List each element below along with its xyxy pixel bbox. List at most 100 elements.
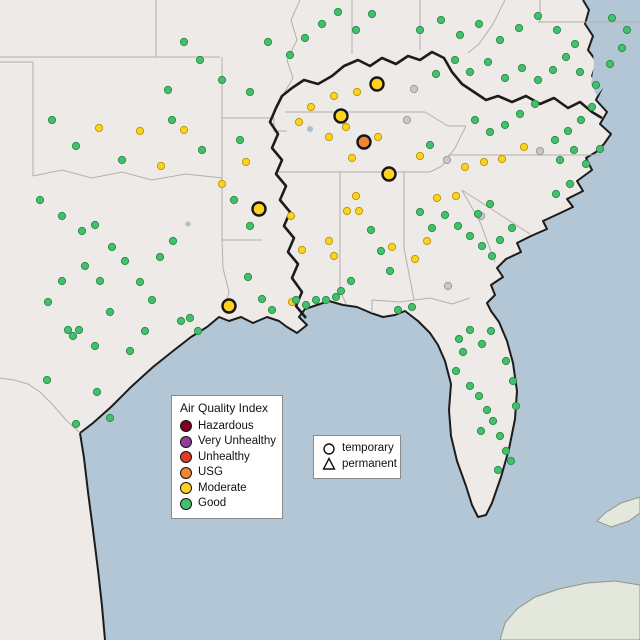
station-marker-good[interactable] (92, 387, 102, 397)
station-marker-moderate[interactable] (347, 153, 357, 163)
station-marker-good[interactable] (107, 242, 117, 252)
station-marker-good[interactable] (90, 341, 100, 351)
station-marker-good[interactable] (470, 115, 480, 125)
station-marker-good[interactable] (407, 302, 417, 312)
station-marker-no-data[interactable] (442, 155, 452, 165)
station-marker-good[interactable] (485, 127, 495, 137)
station-marker-good[interactable] (511, 401, 521, 411)
station-marker-moderate[interactable] (156, 161, 166, 171)
station-marker-moderate[interactable] (179, 125, 189, 135)
station-marker-good[interactable] (125, 346, 135, 356)
station-marker-good[interactable] (147, 295, 157, 305)
station-marker-good[interactable] (257, 294, 267, 304)
station-marker-good[interactable] (140, 326, 150, 336)
station-marker-moderate[interactable] (351, 191, 361, 201)
station-marker-good[interactable] (163, 85, 173, 95)
station-marker-good[interactable] (607, 13, 617, 23)
station-marker-good[interactable] (217, 75, 227, 85)
station-marker-good[interactable] (500, 120, 510, 130)
station-marker-good[interactable] (135, 277, 145, 287)
station-marker-moderate[interactable] (373, 132, 383, 142)
station-marker-good[interactable] (179, 37, 189, 47)
station-marker-good[interactable] (105, 413, 115, 423)
station-marker-good[interactable] (229, 195, 239, 205)
station-marker-good[interactable] (57, 211, 67, 221)
temporary-station-marker-moderate[interactable] (381, 166, 397, 182)
station-marker-good[interactable] (555, 155, 565, 165)
station-marker-good[interactable] (617, 43, 627, 53)
temporary-station-marker-moderate[interactable] (333, 108, 349, 124)
station-marker-moderate[interactable] (460, 162, 470, 172)
station-marker-good[interactable] (415, 25, 425, 35)
station-marker-moderate[interactable] (519, 142, 529, 152)
station-marker-good[interactable] (301, 300, 311, 310)
station-marker-moderate[interactable] (422, 236, 432, 246)
temporary-station-marker-moderate[interactable] (369, 76, 385, 92)
station-marker-good[interactable] (105, 307, 115, 317)
station-marker-good[interactable] (450, 55, 460, 65)
station-marker-no-data[interactable] (443, 281, 453, 291)
station-marker-good[interactable] (168, 236, 178, 246)
station-marker-good[interactable] (465, 381, 475, 391)
station-marker-good[interactable] (533, 75, 543, 85)
station-marker-good[interactable] (552, 25, 562, 35)
station-marker-good[interactable] (431, 69, 441, 79)
station-marker-good[interactable] (74, 325, 84, 335)
station-marker-good[interactable] (57, 276, 67, 286)
station-marker-good[interactable] (487, 251, 497, 261)
station-marker-good[interactable] (120, 256, 130, 266)
station-marker-good[interactable] (474, 391, 484, 401)
station-marker-good[interactable] (595, 144, 605, 154)
station-marker-good[interactable] (376, 246, 386, 256)
station-marker-good[interactable] (477, 241, 487, 251)
station-marker-moderate[interactable] (497, 154, 507, 164)
station-marker-good[interactable] (193, 326, 203, 336)
station-marker-good[interactable] (486, 326, 496, 336)
station-marker-good[interactable] (482, 405, 492, 415)
station-marker-good[interactable] (514, 23, 524, 33)
station-marker-moderate[interactable] (294, 117, 304, 127)
station-marker-good[interactable] (77, 226, 87, 236)
station-marker-good[interactable] (427, 223, 437, 233)
station-marker-moderate[interactable] (217, 179, 227, 189)
station-marker-good[interactable] (90, 220, 100, 230)
station-marker-moderate[interactable] (387, 242, 397, 252)
station-marker-moderate[interactable] (410, 254, 420, 264)
station-marker-good[interactable] (622, 25, 632, 35)
station-marker-moderate[interactable] (329, 251, 339, 261)
station-marker-good[interactable] (508, 376, 518, 386)
temporary-station-marker-moderate[interactable] (221, 298, 237, 314)
station-marker-good[interactable] (351, 25, 361, 35)
station-marker-good[interactable] (385, 266, 395, 276)
station-marker-good[interactable] (176, 316, 186, 326)
station-marker-good[interactable] (311, 295, 321, 305)
station-marker-good[interactable] (575, 67, 585, 77)
station-marker-good[interactable] (367, 9, 377, 19)
station-marker-good[interactable] (336, 286, 346, 296)
station-marker-good[interactable] (267, 305, 277, 315)
station-marker-good[interactable] (563, 126, 573, 136)
station-marker-good[interactable] (285, 50, 295, 60)
station-marker-good[interactable] (500, 73, 510, 83)
station-marker-good[interactable] (393, 305, 403, 315)
station-marker-good[interactable] (465, 231, 475, 241)
station-marker-good[interactable] (473, 209, 483, 219)
station-marker-good[interactable] (495, 235, 505, 245)
station-marker-good[interactable] (436, 15, 446, 25)
station-marker-good[interactable] (440, 210, 450, 220)
station-marker-good[interactable] (451, 366, 461, 376)
station-marker-good[interactable] (317, 19, 327, 29)
temporary-station-marker-usg[interactable] (356, 134, 372, 150)
station-marker-good[interactable] (366, 225, 376, 235)
station-marker-moderate[interactable] (306, 102, 316, 112)
station-marker-good[interactable] (465, 325, 475, 335)
station-marker-good[interactable] (300, 33, 310, 43)
station-marker-good[interactable] (591, 80, 601, 90)
station-marker-good[interactable] (569, 145, 579, 155)
station-marker-good[interactable] (455, 30, 465, 40)
station-marker-good[interactable] (561, 52, 571, 62)
station-marker-no-data[interactable] (402, 115, 412, 125)
station-marker-good[interactable] (458, 347, 468, 357)
station-marker-no-data[interactable] (535, 146, 545, 156)
station-marker-good[interactable] (548, 65, 558, 75)
